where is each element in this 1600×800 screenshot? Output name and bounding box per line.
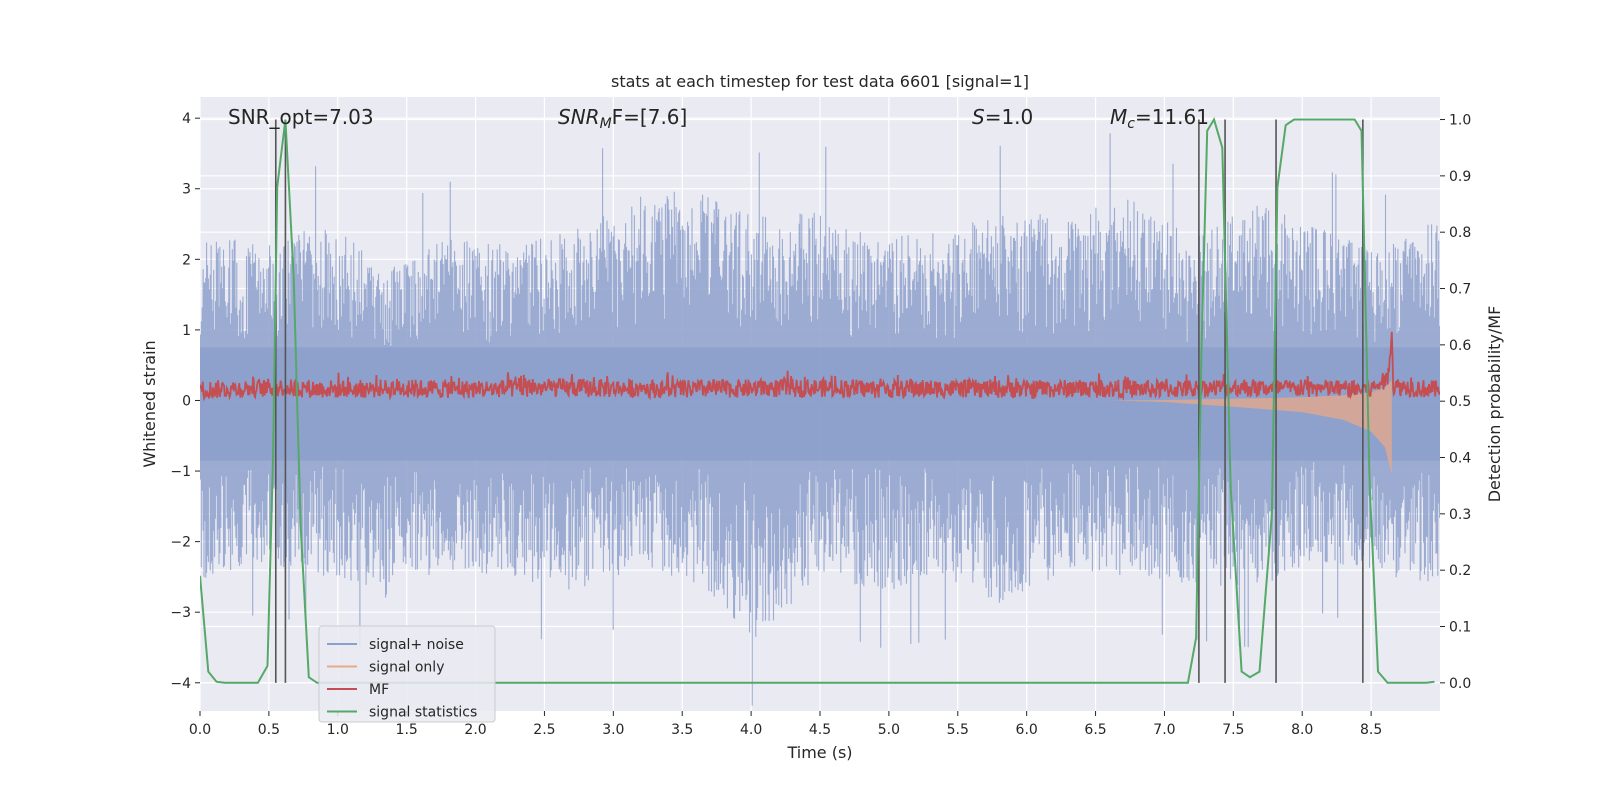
right-tick-label-6: 0.4 <box>1449 451 1471 467</box>
s-value: =1.0 <box>985 105 1034 129</box>
signal-statistics-line <box>200 117 1435 684</box>
mf-line <box>200 331 1440 402</box>
x-tick-label-8: 4.0 <box>740 722 762 738</box>
legend-label-3: signal statistics <box>369 705 477 721</box>
right-tick-label-7: 0.3 <box>1449 507 1471 523</box>
signal-statistics-series <box>200 117 1435 684</box>
left-tick-label-8: −4 <box>170 676 191 692</box>
left-tick-label-0: 4 <box>182 111 191 127</box>
mc-annotation: Mc=11.61 <box>1110 105 1209 132</box>
left-tick-label-7: −3 <box>170 605 191 621</box>
x-tick-label-12: 6.0 <box>1016 722 1038 738</box>
right-tick-label-9: 0.1 <box>1449 620 1471 636</box>
legend-label-2: MF <box>369 682 389 698</box>
x-tick-label-5: 2.5 <box>533 722 555 738</box>
signal-only-series <box>1109 380 1392 475</box>
left-tick-label-2: 2 <box>182 252 191 268</box>
s-symbol: S <box>972 105 985 129</box>
x-tick-label-14: 7.0 <box>1153 722 1175 738</box>
signal-only-envelope <box>1109 380 1392 475</box>
left-tick-label-1: 3 <box>182 182 191 198</box>
snr-mf-subscript: M <box>600 116 612 132</box>
x-tick-label-0: 0.0 <box>189 722 211 738</box>
right-tick-label-2: 0.8 <box>1449 225 1471 241</box>
x-tick-label-15: 7.5 <box>1222 722 1244 738</box>
x-tick-label-7: 3.5 <box>671 722 693 738</box>
right-tick-label-8: 0.2 <box>1449 563 1471 579</box>
mc-symbol: M <box>1110 105 1127 129</box>
chart-title: stats at each timestep for test data 660… <box>611 72 1029 91</box>
right-tick-label-3: 0.7 <box>1449 282 1471 298</box>
x-tick-label-11: 5.5 <box>947 722 969 738</box>
x-tick-label-10: 5.0 <box>878 722 900 738</box>
right-tick-label-4: 0.6 <box>1449 338 1471 354</box>
x-axis-label: Time (s) <box>786 743 852 762</box>
legend: signal+ noise signal only MF signal statist… <box>318 625 496 723</box>
snr-mf-symbol: SNR <box>558 105 600 129</box>
snr-mf-annotation: SNRMF=[7.6] <box>558 105 687 132</box>
x-tick-label-13: 6.5 <box>1084 722 1106 738</box>
left-tick-label-3: 1 <box>182 323 191 339</box>
right-tick-label-0: 1.0 <box>1449 113 1471 129</box>
left-y-axis-ticks: 4 3 2 1 0 −1 −2 −3 −4 <box>170 111 200 692</box>
legend-label-1: signal only <box>369 660 444 676</box>
right-tick-label-5: 0.5 <box>1449 394 1471 410</box>
x-tick-label-6: 3.0 <box>602 722 624 738</box>
left-y-axis-label: Whitened strain <box>140 340 159 467</box>
left-tick-label-4: 0 <box>182 393 191 409</box>
snr-mf-value: F=[7.6] <box>612 105 688 129</box>
x-tick-label-9: 4.5 <box>809 722 831 738</box>
legend-frame <box>318 625 496 723</box>
mf-series <box>200 331 1440 402</box>
right-y-axis-ticks: 1.0 0.9 0.8 0.7 0.6 0.5 0.4 0.3 0.2 0.1 0.0 <box>1440 113 1471 692</box>
x-tick-label-4: 2.0 <box>464 722 486 738</box>
legend-label-0: signal+ noise <box>369 637 464 653</box>
mc-value: =11.61 <box>1135 105 1209 129</box>
left-tick-label-6: −2 <box>170 535 191 551</box>
x-tick-label-3: 1.5 <box>396 722 418 738</box>
right-tick-label-10: 0.0 <box>1449 676 1471 692</box>
mc-subscript: c <box>1127 116 1135 132</box>
x-tick-label-2: 1.0 <box>327 722 349 738</box>
x-tick-label-17: 8.5 <box>1360 722 1382 738</box>
snr-opt-annotation: SNR_opt=7.03 <box>228 105 374 129</box>
x-tick-label-16: 8.0 <box>1291 722 1313 738</box>
right-y-axis-label: Detection probability/MF <box>1485 306 1504 503</box>
s-annotation: S=1.0 <box>972 105 1033 129</box>
x-tick-label-1: 0.5 <box>258 722 280 738</box>
left-tick-label-5: −1 <box>170 464 191 480</box>
x-axis-ticks: 0.0 0.5 1.0 1.5 2.0 2.5 3.0 3.5 4.0 4.5 5.0 5.5 6.0 6… <box>189 711 1382 738</box>
right-tick-label-1: 0.9 <box>1449 169 1471 185</box>
